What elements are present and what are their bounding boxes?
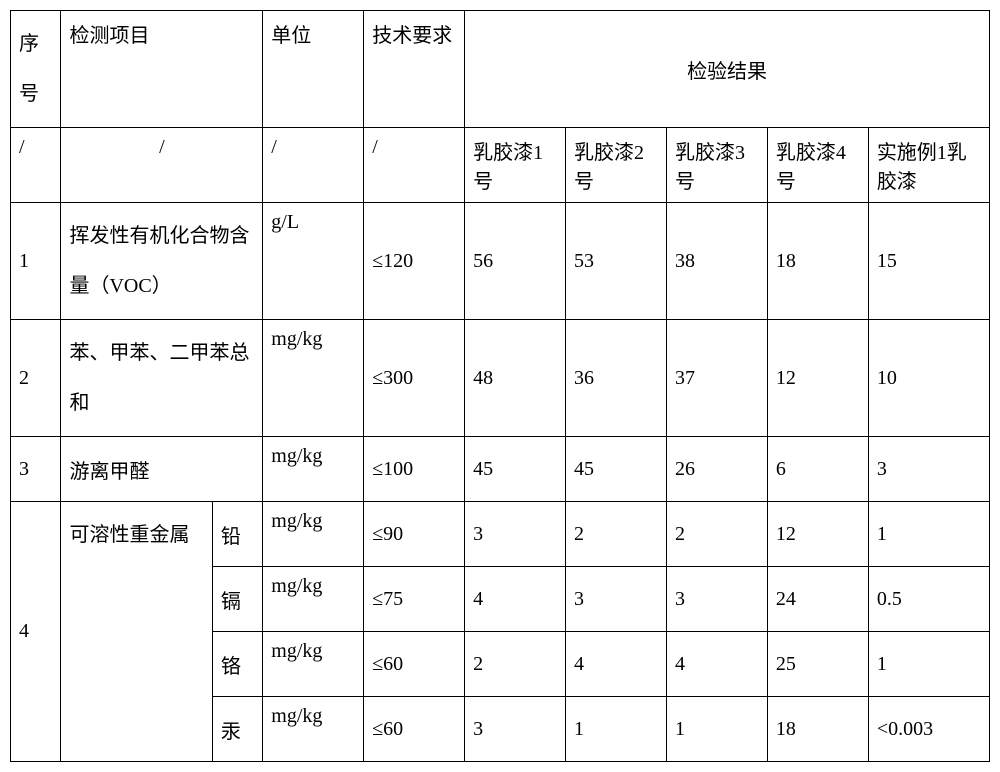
cell-value: 25 — [767, 632, 868, 697]
col-paint-4: 乳胶漆4号 — [767, 128, 868, 203]
cell-value: 45 — [566, 437, 667, 502]
cell-value: 2 — [666, 502, 767, 567]
cell-value: 15 — [868, 203, 989, 320]
cell-value: 10 — [868, 320, 989, 437]
cell-metal-name: 铅 — [212, 502, 262, 567]
cell-value: 4 — [465, 567, 566, 632]
cell-value: 2 — [465, 632, 566, 697]
cell-value: 4 — [566, 632, 667, 697]
cell-value: 36 — [566, 320, 667, 437]
table-row: 3 游离甲醛 mg/kg ≤100 45 45 26 6 3 — [11, 437, 990, 502]
cell-item: 苯、甲苯、二甲苯总和 — [61, 320, 263, 437]
cell-req: ≤300 — [364, 320, 465, 437]
cell-value: 4 — [666, 632, 767, 697]
cell-req: ≤60 — [364, 697, 465, 762]
cell-value: 2 — [566, 502, 667, 567]
cell-seq: 4 — [11, 502, 61, 762]
cell-unit: mg/kg — [263, 437, 364, 502]
cell-value: 1 — [666, 697, 767, 762]
col-paint-3: 乳胶漆3号 — [666, 128, 767, 203]
table-subheader-row: / / / / 乳胶漆1号 乳胶漆2号 乳胶漆3号 乳胶漆4号 实施例1乳胶漆 — [11, 128, 990, 203]
cell-req: ≤120 — [364, 203, 465, 320]
table-row: 4 可溶性重金属 铅 mg/kg ≤90 3 2 2 12 1 — [11, 502, 990, 567]
cell-value: 12 — [767, 502, 868, 567]
subheader-item: / — [61, 128, 263, 203]
cell-metal-name: 汞 — [212, 697, 262, 762]
table-header-row: 序号 检测项目 单位 技术要求 检验结果 — [11, 11, 990, 128]
cell-unit: g/L — [263, 203, 364, 320]
cell-value: 3 — [666, 567, 767, 632]
cell-value: 3 — [566, 567, 667, 632]
cell-req: ≤75 — [364, 567, 465, 632]
header-seq: 序号 — [11, 11, 61, 128]
cell-value: 3 — [465, 502, 566, 567]
cell-unit: mg/kg — [263, 697, 364, 762]
cell-value: 26 — [666, 437, 767, 502]
header-req: 技术要求 — [364, 11, 465, 128]
cell-metal-name: 镉 — [212, 567, 262, 632]
cell-value: 18 — [767, 203, 868, 320]
cell-value: 24 — [767, 567, 868, 632]
cell-req: ≤100 — [364, 437, 465, 502]
header-item: 检测项目 — [61, 11, 263, 128]
cell-item: 可溶性重金属 — [61, 502, 212, 762]
table-row: 2 苯、甲苯、二甲苯总和 mg/kg ≤300 48 36 37 12 10 — [11, 320, 990, 437]
cell-value: 0.5 — [868, 567, 989, 632]
cell-value: 48 — [465, 320, 566, 437]
cell-value: 1 — [868, 502, 989, 567]
cell-seq: 1 — [11, 203, 61, 320]
subheader-unit: / — [263, 128, 364, 203]
cell-seq: 2 — [11, 320, 61, 437]
col-paint-2: 乳胶漆2号 — [566, 128, 667, 203]
cell-value: 1 — [868, 632, 989, 697]
cell-unit: mg/kg — [263, 567, 364, 632]
cell-unit: mg/kg — [263, 502, 364, 567]
cell-value: 1 — [566, 697, 667, 762]
cell-value: 3 — [465, 697, 566, 762]
test-results-table: 序号 检测项目 单位 技术要求 检验结果 / / / / 乳胶漆1号 乳胶漆2号… — [10, 10, 990, 762]
cell-seq: 3 — [11, 437, 61, 502]
table-row: 1 挥发性有机化合物含量（VOC） g/L ≤120 56 53 38 18 1… — [11, 203, 990, 320]
col-paint-1: 乳胶漆1号 — [465, 128, 566, 203]
subheader-seq: / — [11, 128, 61, 203]
cell-req: ≤90 — [364, 502, 465, 567]
cell-unit: mg/kg — [263, 632, 364, 697]
cell-value: 6 — [767, 437, 868, 502]
cell-item: 挥发性有机化合物含量（VOC） — [61, 203, 263, 320]
cell-value: 38 — [666, 203, 767, 320]
cell-item: 游离甲醛 — [61, 437, 263, 502]
col-example-1: 实施例1乳胶漆 — [868, 128, 989, 203]
header-unit: 单位 — [263, 11, 364, 128]
subheader-req: / — [364, 128, 465, 203]
cell-value: 53 — [566, 203, 667, 320]
cell-unit: mg/kg — [263, 320, 364, 437]
cell-value: 12 — [767, 320, 868, 437]
cell-value: <0.003 — [868, 697, 989, 762]
cell-metal-name: 铬 — [212, 632, 262, 697]
cell-value: 37 — [666, 320, 767, 437]
cell-value: 18 — [767, 697, 868, 762]
cell-value: 3 — [868, 437, 989, 502]
cell-value: 45 — [465, 437, 566, 502]
cell-req: ≤60 — [364, 632, 465, 697]
header-result: 检验结果 — [465, 11, 990, 128]
cell-value: 56 — [465, 203, 566, 320]
